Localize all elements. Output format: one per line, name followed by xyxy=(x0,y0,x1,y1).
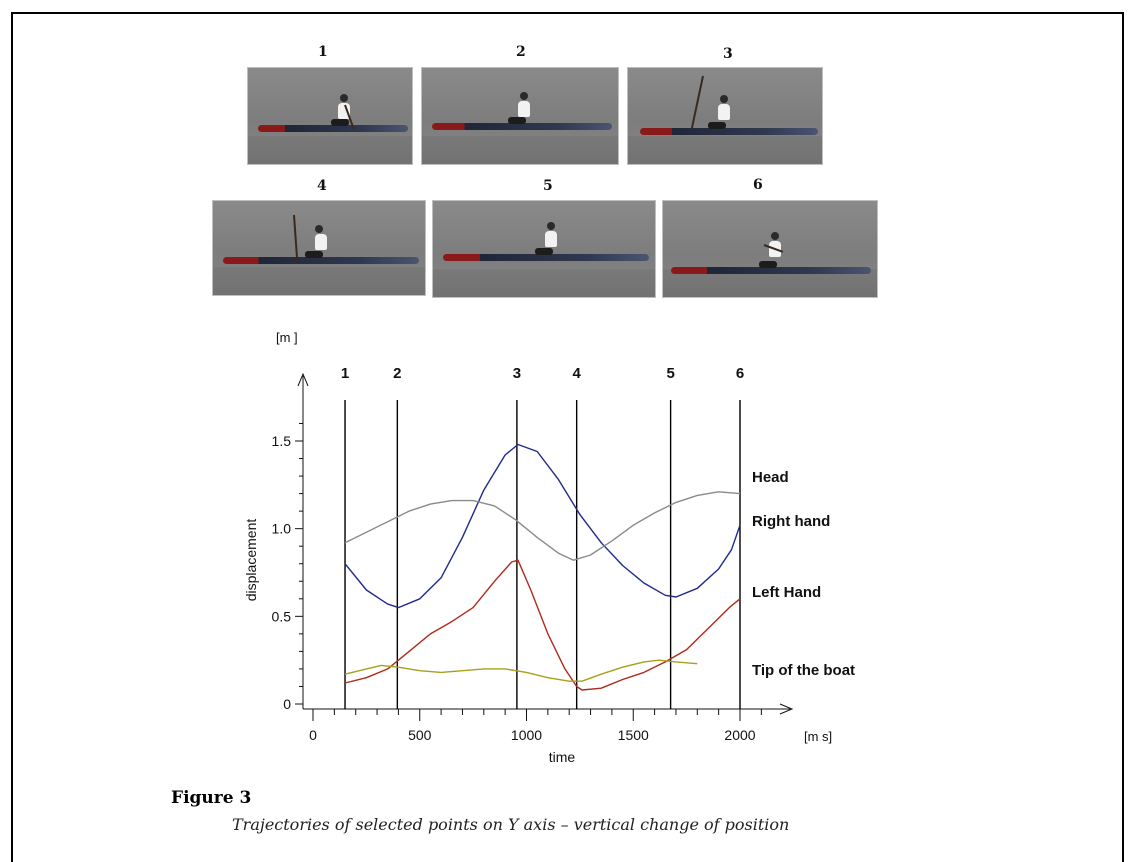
y-tick-label: 0 xyxy=(283,696,291,712)
photo-1 xyxy=(247,67,413,165)
photo-number-1: 1 xyxy=(318,44,328,60)
x-tick-label: 500 xyxy=(408,727,432,743)
photo-2 xyxy=(421,67,619,165)
y-tick-label: 1.0 xyxy=(272,521,292,537)
series-label-head: Head xyxy=(752,469,789,486)
photo-number-4: 4 xyxy=(317,178,327,194)
figure-caption: Trajectories of selected points on Y axi… xyxy=(232,815,790,834)
y-tick-label: 0.5 xyxy=(272,608,292,624)
series-label-right-hand: Right hand xyxy=(752,513,830,530)
series-line-right-hand xyxy=(344,491,741,561)
series-line-head xyxy=(344,443,741,609)
figure-frame xyxy=(11,12,1124,862)
y-axis-arrow xyxy=(297,372,309,387)
y-axis-title: displacement xyxy=(243,519,259,602)
photo-number-3: 3 xyxy=(723,46,733,62)
series-labels: Head Right hand Left Hand Tip of the boat xyxy=(752,469,855,679)
figure-title: Figure 3 xyxy=(171,788,252,808)
photo-4 xyxy=(212,200,426,296)
y-unit-label: [m ] xyxy=(276,330,298,345)
x-unit-label: [m s] xyxy=(804,729,832,744)
phase-marker-label: 2 xyxy=(393,365,401,382)
series-label-tip-of-the-boat: Tip of the boat xyxy=(752,662,855,679)
x-tick-label: 0 xyxy=(309,727,317,743)
series-line-left-hand xyxy=(344,559,741,691)
photo-5 xyxy=(432,200,656,298)
photo-number-6: 6 xyxy=(753,177,763,193)
phase-marker-label: 1 xyxy=(341,365,349,382)
phase-marker-label: 3 xyxy=(513,365,521,382)
y-tick-label: 1.5 xyxy=(272,433,292,449)
x-tick-label: 2000 xyxy=(724,727,755,743)
photo-3 xyxy=(627,67,823,165)
series-label-left-hand: Left Hand xyxy=(752,584,821,601)
photo-number-2: 2 xyxy=(516,44,526,60)
chart-axes: 0 500 1000 1500 2000 0 0.5 1.0 1.5 xyxy=(272,372,794,743)
x-tick-label: 1500 xyxy=(618,727,649,743)
phase-markers: 1 2 3 4 5 6 xyxy=(341,365,744,709)
series-lines xyxy=(344,443,741,691)
phase-marker-label: 4 xyxy=(573,365,582,382)
series-line-tip-of-the-boat xyxy=(344,659,698,682)
photo-6 xyxy=(662,200,878,298)
phase-marker-label: 5 xyxy=(666,365,674,382)
photo-number-5: 5 xyxy=(543,178,553,194)
x-axis-title: time xyxy=(549,749,576,765)
phase-marker-label: 6 xyxy=(736,365,744,382)
x-tick-label: 1000 xyxy=(511,727,542,743)
x-axis-arrow xyxy=(779,703,794,715)
